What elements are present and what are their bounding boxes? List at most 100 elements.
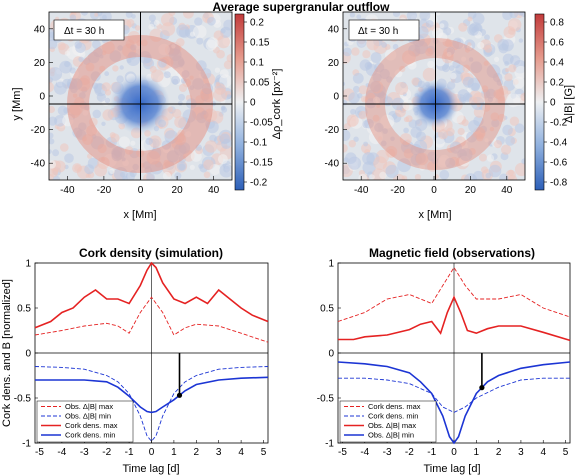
colorbar-tick-label: 0.2 [250, 18, 264, 29]
chart-cork-density-title: Cork density (simulation) [79, 246, 223, 260]
chart-magnetic-field: Magnetic field (observations) -5 -4 -3 -2 -1… [317, 246, 571, 475]
chart-y-tick-label: -0.5 [14, 394, 32, 405]
map-y-tick-label: -40 [31, 159, 46, 170]
colorbar-tick-label: 0.6 [550, 38, 564, 49]
colorbar-tick-label: -0.05 [250, 118, 273, 129]
map-x-tick-label: 20 [172, 185, 184, 196]
chart-y-tick-label: -1 [325, 439, 334, 450]
colorbar-tick-label: -0.15 [250, 158, 273, 169]
map-y-tick-label: -20 [325, 125, 340, 136]
map-magnetic-field-label-box [348, 19, 420, 41]
chart-y-tick-label: 0.5 [17, 304, 31, 315]
colorbar-tick-label: -0.1 [250, 138, 268, 149]
map-y-tick-label: 40 [328, 24, 340, 35]
map-x-tick-label: 0 [431, 185, 437, 196]
colorbar-tick-label: 0.05 [250, 78, 270, 89]
chart-x-tick-label: -1 [427, 447, 436, 458]
map-y-tick-label: 20 [328, 58, 340, 69]
colorbar-tick-label: -0.6 [550, 158, 568, 169]
colorbar-tick-label: 0.8 [550, 18, 564, 29]
series-line [337, 266, 571, 322]
map-x-tick-label: 40 [208, 185, 220, 196]
chart-x-tick-label: -4 [57, 447, 66, 458]
chart-x-tick-label: 2 [496, 447, 502, 458]
map-x-tick-label: -40 [354, 185, 369, 196]
chart-y-tick-label: 1 [25, 259, 31, 270]
legend-label: Cork dens. max [368, 402, 421, 411]
map-y-tick-label: -40 [325, 159, 340, 170]
colorbar-tick-label: 0 [250, 98, 256, 109]
map-y-tick-label: 20 [34, 58, 46, 69]
chart-y-tick-label: 0 [328, 349, 334, 360]
map-magnetic-field-dt-label: Δt = 30 h [358, 26, 398, 37]
legend-label: Obs. Δ|B| min [65, 412, 111, 421]
colorbar-tick-label: 0.2 [550, 78, 564, 89]
chart-magnetic-field-title: Magnetic field (observations) [369, 246, 535, 260]
chart-y-tick-label: -1 [22, 439, 31, 450]
map-cork-density-label-box [53, 19, 125, 41]
chart-y-tick-label: 0 [25, 349, 31, 360]
chart-x-tick-label: -3 [383, 447, 392, 458]
colorbar-tick-label: -0.4 [550, 138, 568, 149]
chart-x-tick-label: 3 [216, 447, 222, 458]
colorbar-tick-label: -0.2 [550, 118, 568, 129]
chart-x-tick-label: -2 [102, 447, 111, 458]
map-cork-density-ylabel: y [Mm] [11, 88, 23, 121]
chart-x-tick-label: -2 [405, 447, 414, 458]
figure-title: Average supergranular outflow [213, 0, 391, 14]
chart-x-tick-label: 3 [518, 447, 524, 458]
map-cork-density-xlabel: x [Mm] [124, 209, 157, 221]
chart-x-tick-label: 5 [563, 447, 569, 458]
map-y-tick-label: 40 [34, 24, 46, 35]
series-line [35, 376, 269, 414]
colorbar-cork-density-label: Δρ_cork [px⁻²] [271, 69, 283, 140]
map-x-tick-label: 40 [501, 185, 513, 196]
colorbar-tick-label: -0.8 [550, 178, 568, 189]
legend-label: Cork dens. max [65, 421, 118, 430]
map-x-tick-label: 0 [138, 185, 144, 196]
chart-x-tick-label: 1 [171, 447, 177, 458]
map-x-tick-label: 20 [465, 185, 477, 196]
series-line [34, 261, 269, 329]
map-cork-density-dt-label: Δt = 30 h [64, 26, 104, 37]
time-lag-marker-dot [479, 385, 485, 391]
colorbar-tick-label: 0.1 [250, 58, 264, 69]
chart-y-tick-label: 1 [328, 259, 334, 270]
chart-y-tick-label: 0.5 [320, 304, 334, 315]
series-line [34, 296, 269, 343]
chart-x-tick-label: -3 [80, 447, 89, 458]
chart-x-tick-label: 1 [474, 447, 480, 458]
chart-cork-density-xlabel: Time lag [d] [122, 463, 179, 475]
colorbar-tick-label: 0 [550, 98, 556, 109]
map-x-tick-label: -20 [97, 185, 112, 196]
chart-magnetic-field-xlabel: Time lag [d] [423, 463, 480, 475]
series-line [338, 295, 571, 342]
chart-x-tick-label: 5 [261, 447, 267, 458]
chart-cork-density: Cork density (simulation) -5 -4 -3 -2 -1 0 1 2 3… [1, 246, 269, 475]
colorbar-magnetic-field [534, 13, 545, 191]
chart-x-tick-label: 4 [238, 447, 244, 458]
legend-label: Obs. Δ|B| max [65, 402, 113, 411]
colorbar-tick-label: 0.4 [550, 58, 564, 69]
legend-label: Cork dens. min [65, 431, 115, 440]
series-line [338, 377, 570, 413]
legend-label: Obs. Δ|B| min [368, 431, 414, 440]
colorbar-tick-label: 0.15 [250, 38, 270, 49]
map-x-tick-label: -40 [60, 185, 75, 196]
map-magnetic-field-xlabel: x [Mm] [419, 209, 452, 221]
chart-x-tick-label: -5 [338, 447, 347, 458]
colorbar-magnetic-field-label: Δ|B| [G] [563, 85, 575, 123]
map-y-tick-label: 0 [333, 92, 339, 103]
chart-cork-density-ylabel: Cork dens. and B [normalized] [1, 279, 13, 427]
colorbar-tick-label: -0.2 [250, 178, 268, 189]
colorbar-cork-density [234, 13, 245, 191]
map-y-tick-label: 0 [39, 92, 45, 103]
chart-x-tick-label: 0 [149, 447, 155, 458]
chart-x-tick-label: 2 [194, 447, 200, 458]
legend-label: Cork dens. min [368, 412, 418, 421]
chart-x-tick-label: 0 [451, 447, 457, 458]
